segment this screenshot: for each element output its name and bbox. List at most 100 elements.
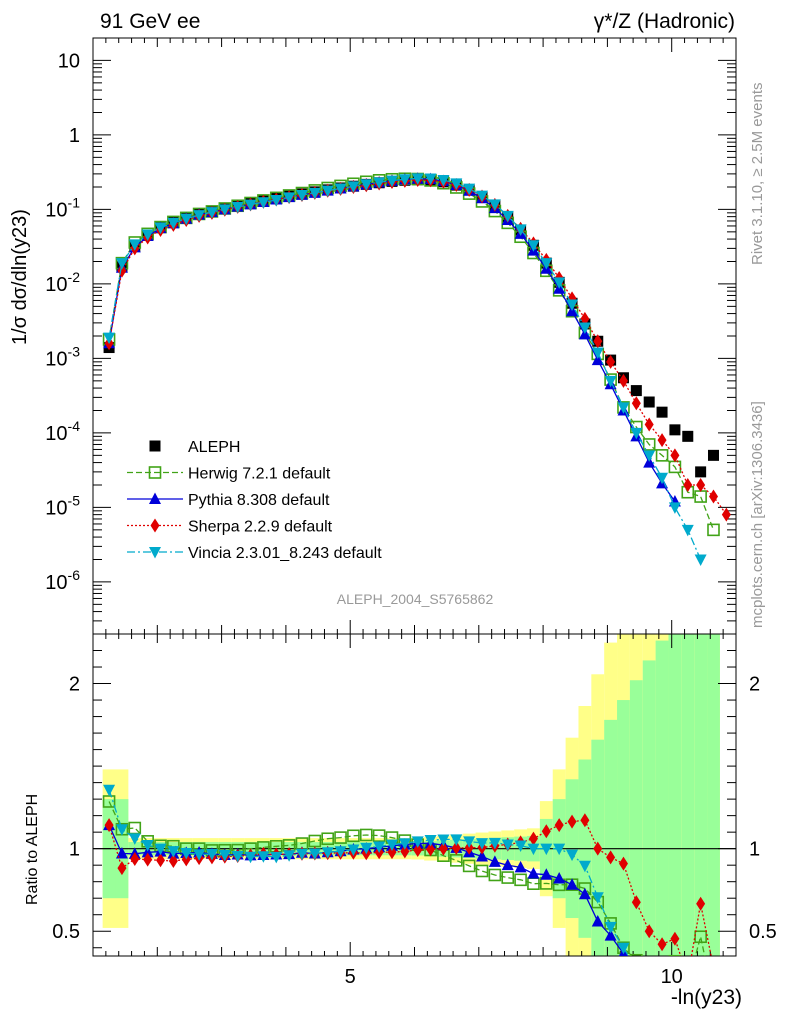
ratio-plot-series bbox=[102, 784, 712, 989]
ratio-point bbox=[321, 832, 334, 846]
main-y-tick-label: 10-4 bbox=[45, 418, 80, 445]
data-point bbox=[167, 217, 180, 230]
ratio-point bbox=[321, 847, 334, 859]
ratio-point bbox=[657, 937, 667, 952]
ratio-point bbox=[156, 853, 166, 868]
data-point bbox=[553, 277, 566, 289]
data-point bbox=[205, 207, 218, 219]
data-point bbox=[591, 353, 604, 366]
ratio-point bbox=[295, 848, 308, 861]
ratio-point bbox=[553, 872, 566, 884]
ratio-point bbox=[566, 849, 579, 862]
data-point bbox=[604, 375, 617, 388]
ratio-point bbox=[438, 841, 448, 856]
stat-band-bin bbox=[604, 719, 618, 956]
main-y-tick-label: 10-6 bbox=[45, 567, 80, 594]
ratio-point bbox=[554, 818, 564, 833]
data-point bbox=[527, 240, 540, 252]
ratio-point bbox=[360, 842, 373, 855]
stat-band-bin bbox=[707, 634, 720, 956]
ratio-point bbox=[514, 873, 527, 887]
stat-band-bin bbox=[629, 680, 643, 956]
data-point bbox=[450, 178, 463, 190]
ratio-point bbox=[670, 931, 680, 946]
ratio-point bbox=[528, 831, 538, 846]
ratio-point bbox=[580, 813, 590, 828]
ratio-point bbox=[617, 942, 630, 955]
series-4 bbox=[103, 173, 707, 566]
data-point bbox=[540, 258, 553, 270]
legend: ALEPH Herwig 7.2.1 default Pythia 8.308 de… bbox=[127, 439, 382, 562]
ratio-point bbox=[283, 850, 296, 862]
ratio-uncertainty-bands bbox=[102, 634, 720, 956]
ratio-point bbox=[604, 921, 617, 934]
data-point bbox=[578, 322, 591, 335]
ratio-point bbox=[683, 970, 692, 984]
ratio-point bbox=[308, 848, 321, 860]
ratio-point bbox=[644, 964, 655, 975]
data-point bbox=[514, 224, 527, 236]
data-point bbox=[385, 175, 398, 188]
ratio-point bbox=[231, 850, 244, 863]
data-point bbox=[695, 466, 707, 478]
data-point bbox=[437, 175, 450, 187]
ratio-point bbox=[694, 930, 707, 944]
mcplots-credit-label: mcplots.cern.ch [arXiv:1306.3436] bbox=[749, 401, 766, 628]
data-point bbox=[360, 179, 373, 191]
data-point bbox=[347, 181, 360, 193]
data-point bbox=[373, 177, 386, 189]
data-point bbox=[270, 194, 283, 207]
ratio-point bbox=[566, 878, 579, 890]
data-point bbox=[295, 190, 308, 202]
data-point bbox=[218, 204, 231, 216]
data-point bbox=[115, 258, 128, 270]
ratio-point bbox=[514, 840, 527, 853]
data-point bbox=[657, 433, 667, 448]
stat-band-bin bbox=[642, 660, 656, 956]
data-point bbox=[682, 430, 694, 442]
rivet-version-label: Rivet 3.1.10, ≥ 2.5M events bbox=[749, 83, 766, 266]
main-y-tick-label: 10-1 bbox=[45, 194, 80, 221]
data-point bbox=[244, 199, 257, 212]
data-point bbox=[630, 385, 642, 397]
data-point bbox=[591, 347, 604, 360]
data-point bbox=[128, 239, 141, 251]
main-y-tick-label: 10-5 bbox=[45, 492, 80, 519]
data-point bbox=[656, 406, 668, 418]
ratio-point bbox=[154, 843, 167, 856]
ratio-point bbox=[501, 839, 514, 852]
ratio-y-tick-label: 1 bbox=[69, 839, 80, 861]
ratio-point bbox=[591, 915, 604, 927]
data-point bbox=[424, 173, 437, 186]
data-point bbox=[681, 524, 694, 537]
ratio-point bbox=[334, 831, 347, 844]
ratio-series-line bbox=[108, 789, 630, 956]
ratio-point bbox=[488, 837, 501, 850]
ratio-point bbox=[400, 844, 410, 859]
series-line bbox=[108, 177, 702, 560]
data-point bbox=[257, 197, 270, 209]
ratio-point bbox=[128, 833, 141, 845]
data-point bbox=[668, 502, 681, 514]
legend-label: ALEPH bbox=[188, 439, 240, 456]
header-left: 91 GeV ee bbox=[100, 10, 200, 33]
data-point bbox=[141, 229, 154, 242]
ratio-point bbox=[450, 834, 463, 846]
ratio-point bbox=[115, 847, 128, 859]
ratio-point bbox=[411, 836, 424, 848]
ratio-point bbox=[501, 858, 514, 871]
legend-label: Vincia 2.3.01_8.243 default bbox=[188, 545, 382, 562]
ratio-point bbox=[501, 871, 515, 884]
data-point bbox=[593, 334, 603, 349]
stat-band-bin bbox=[668, 634, 682, 956]
data-point bbox=[631, 396, 641, 411]
ratio-point bbox=[218, 850, 231, 862]
ratio-point bbox=[606, 850, 616, 865]
data-point bbox=[630, 427, 643, 440]
ratio-point bbox=[643, 977, 655, 989]
legend-marker bbox=[149, 440, 161, 452]
ratio-point bbox=[488, 868, 502, 882]
ratio-point bbox=[631, 895, 641, 910]
ratio-y-tick-label-right: 1 bbox=[749, 839, 760, 861]
data-point bbox=[103, 332, 116, 345]
